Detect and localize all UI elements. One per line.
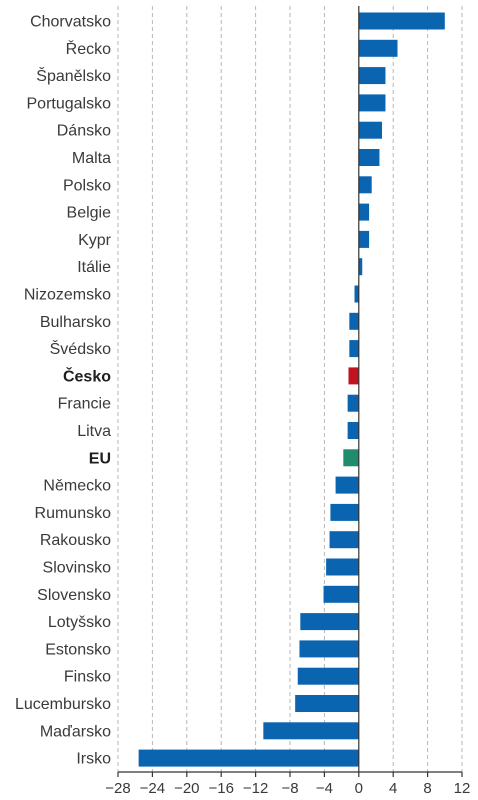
bar-slovinsko bbox=[326, 558, 359, 576]
x-tick-label: 12 bbox=[454, 780, 471, 797]
category-label: Malta bbox=[72, 150, 111, 167]
x-tick-label: −8 bbox=[281, 780, 298, 797]
bar-rakousko bbox=[329, 531, 359, 549]
bar-maďarsko bbox=[263, 722, 359, 740]
bar-portugalsko bbox=[358, 94, 386, 112]
x-tick-label: −12 bbox=[243, 780, 268, 797]
x-tick-labels: −28 −24 −20 −16 −12 −8 −4 0 4 8 12 bbox=[105, 780, 470, 797]
category-label: Itálie bbox=[77, 259, 111, 276]
bar-kypr bbox=[358, 230, 370, 248]
bar-estonsko bbox=[299, 640, 359, 658]
x-tick-label: −24 bbox=[140, 780, 165, 797]
category-label: Chorvatsko bbox=[30, 14, 111, 31]
bar-chorvatsko bbox=[358, 12, 445, 30]
bar-francie bbox=[347, 394, 359, 412]
bar-česko bbox=[348, 367, 359, 385]
category-label: Estonsko bbox=[45, 641, 111, 658]
bar-švédsko bbox=[349, 340, 359, 358]
category-label: Lotyšsko bbox=[48, 614, 111, 631]
category-labels: Chorvatsko Řecko Španělsko Portugalsko Dánsk… bbox=[15, 14, 112, 768]
bar-lotyšsko bbox=[300, 613, 359, 631]
x-tick-label: 8 bbox=[423, 780, 431, 797]
category-label: Kypr bbox=[78, 232, 112, 249]
bar-nizozemsko bbox=[354, 285, 359, 303]
bar-eu bbox=[343, 449, 359, 467]
category-label: Slovinsko bbox=[43, 560, 112, 577]
category-label: Nizozemsko bbox=[24, 287, 111, 304]
category-label: Španělsko bbox=[36, 66, 111, 85]
category-label: EU bbox=[89, 450, 111, 467]
category-label: Řecko bbox=[66, 39, 111, 58]
bar-irsko bbox=[138, 749, 359, 767]
category-label: Rakousko bbox=[40, 532, 111, 549]
bar-itálie bbox=[358, 258, 363, 276]
category-label: Lucembursko bbox=[15, 696, 111, 713]
bar-slovensko bbox=[323, 585, 359, 603]
category-label: Portugalsko bbox=[27, 95, 112, 112]
category-label: Švédsko bbox=[50, 339, 111, 358]
category-label: Česko bbox=[63, 366, 111, 385]
x-tick-label: −20 bbox=[174, 780, 199, 797]
bar-malta bbox=[358, 149, 380, 166]
category-label: Maďarsko bbox=[40, 723, 111, 740]
category-label: Irsko bbox=[76, 751, 111, 768]
bar-rumunsko bbox=[330, 503, 359, 521]
x-tick-label: 4 bbox=[389, 780, 397, 797]
bar-finsko bbox=[297, 667, 359, 685]
category-label: Dánsko bbox=[57, 123, 111, 140]
category-label: Francie bbox=[58, 396, 111, 413]
category-label: Litva bbox=[77, 423, 111, 440]
category-label: Polsko bbox=[63, 177, 111, 194]
x-tick-label: −28 bbox=[105, 780, 130, 797]
bar-německo bbox=[335, 476, 359, 494]
bar-španělsko bbox=[358, 67, 386, 85]
bar-litva bbox=[347, 422, 359, 439]
gridlines bbox=[117, 6, 463, 772]
category-label: Německo bbox=[43, 478, 111, 495]
x-tick-label: 0 bbox=[355, 780, 363, 797]
bar-lucembursko bbox=[295, 695, 359, 712]
category-label: Slovensko bbox=[37, 587, 111, 604]
category-label: Bulharsko bbox=[40, 314, 111, 331]
bar-dánsko bbox=[358, 121, 383, 139]
bar-belgie bbox=[358, 203, 370, 221]
category-label: Rumunsko bbox=[35, 505, 112, 522]
bar-polsko bbox=[358, 176, 372, 194]
category-label: Belgie bbox=[67, 205, 112, 222]
x-tick-label: −16 bbox=[208, 780, 233, 797]
bars bbox=[138, 12, 445, 767]
x-tick-label: −4 bbox=[316, 780, 333, 797]
bar-bulharsko bbox=[349, 312, 359, 330]
bar-řecko bbox=[358, 39, 398, 57]
category-label: Finsko bbox=[64, 669, 111, 686]
